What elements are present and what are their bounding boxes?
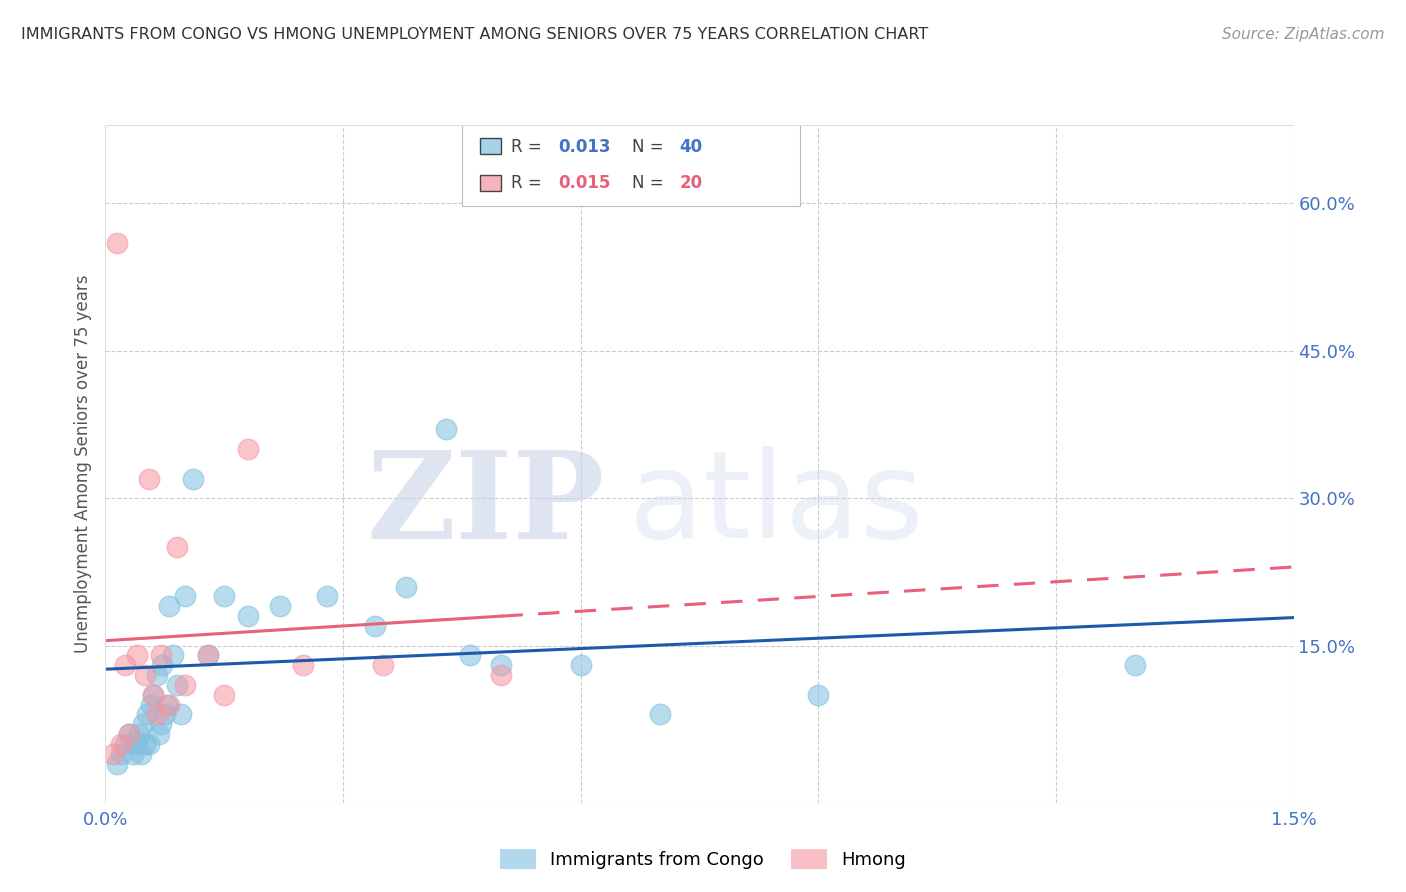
Point — [156, 698, 179, 712]
Point — [157, 698, 180, 712]
Point — [118, 727, 141, 741]
FancyBboxPatch shape — [479, 175, 501, 191]
Point — [181, 472, 204, 486]
Point — [197, 648, 219, 663]
Point — [269, 599, 291, 614]
Text: 0.013: 0.013 — [558, 137, 610, 155]
Text: 40: 40 — [679, 137, 703, 155]
Point — [110, 737, 132, 751]
Point — [152, 658, 174, 673]
Point — [135, 707, 157, 722]
Point — [157, 599, 180, 614]
Point — [458, 648, 481, 663]
FancyBboxPatch shape — [479, 138, 501, 154]
Point — [127, 648, 149, 663]
Point — [105, 756, 128, 771]
Point — [395, 580, 418, 594]
Text: 0.015: 0.015 — [558, 174, 610, 192]
Text: IMMIGRANTS FROM CONGO VS HMONG UNEMPLOYMENT AMONG SENIORS OVER 75 YEARS CORRELAT: IMMIGRANTS FROM CONGO VS HMONG UNEMPLOYM… — [21, 27, 928, 42]
Point — [170, 707, 193, 722]
Point — [162, 648, 184, 663]
Point — [236, 442, 259, 456]
Legend: Immigrants from Congo, Hmong: Immigrants from Congo, Hmong — [491, 839, 915, 879]
Point — [127, 737, 149, 751]
Point — [214, 590, 236, 604]
Point — [364, 619, 387, 633]
Text: N =: N = — [631, 174, 669, 192]
Text: 20: 20 — [679, 174, 703, 192]
Point — [105, 235, 128, 250]
Point — [134, 737, 156, 751]
Point — [491, 658, 513, 673]
Point — [132, 717, 155, 731]
Point — [166, 678, 188, 692]
Point — [103, 747, 125, 761]
Point — [434, 422, 457, 436]
Point — [166, 541, 188, 555]
Point — [118, 727, 141, 741]
Point — [114, 658, 136, 673]
Point — [149, 648, 172, 663]
Point — [129, 747, 152, 761]
Point — [569, 658, 592, 673]
Point — [146, 668, 169, 682]
Point — [114, 737, 136, 751]
Point — [316, 590, 339, 604]
Point — [1123, 658, 1146, 673]
Text: ZIP: ZIP — [366, 445, 605, 564]
Point — [138, 472, 160, 486]
Point — [148, 727, 170, 741]
Point — [214, 688, 236, 702]
Point — [491, 668, 513, 682]
Point — [173, 590, 195, 604]
Point — [142, 688, 165, 702]
Point — [807, 688, 830, 702]
Text: atlas: atlas — [628, 446, 924, 563]
Point — [146, 707, 169, 722]
Point — [134, 668, 156, 682]
Point — [110, 747, 132, 761]
Point — [236, 609, 259, 624]
Point — [292, 658, 315, 673]
Point — [173, 678, 195, 692]
Text: N =: N = — [631, 137, 669, 155]
Y-axis label: Unemployment Among Seniors over 75 years: Unemployment Among Seniors over 75 years — [73, 275, 91, 653]
Point — [128, 727, 150, 741]
Text: Source: ZipAtlas.com: Source: ZipAtlas.com — [1222, 27, 1385, 42]
Point — [141, 698, 163, 712]
Point — [371, 658, 394, 673]
Point — [197, 648, 219, 663]
Point — [142, 688, 165, 702]
FancyBboxPatch shape — [461, 121, 800, 206]
Point — [122, 747, 145, 761]
Point — [153, 707, 176, 722]
Point — [149, 717, 172, 731]
Point — [138, 737, 160, 751]
Text: R =: R = — [510, 174, 547, 192]
Point — [648, 707, 671, 722]
Text: R =: R = — [510, 137, 547, 155]
